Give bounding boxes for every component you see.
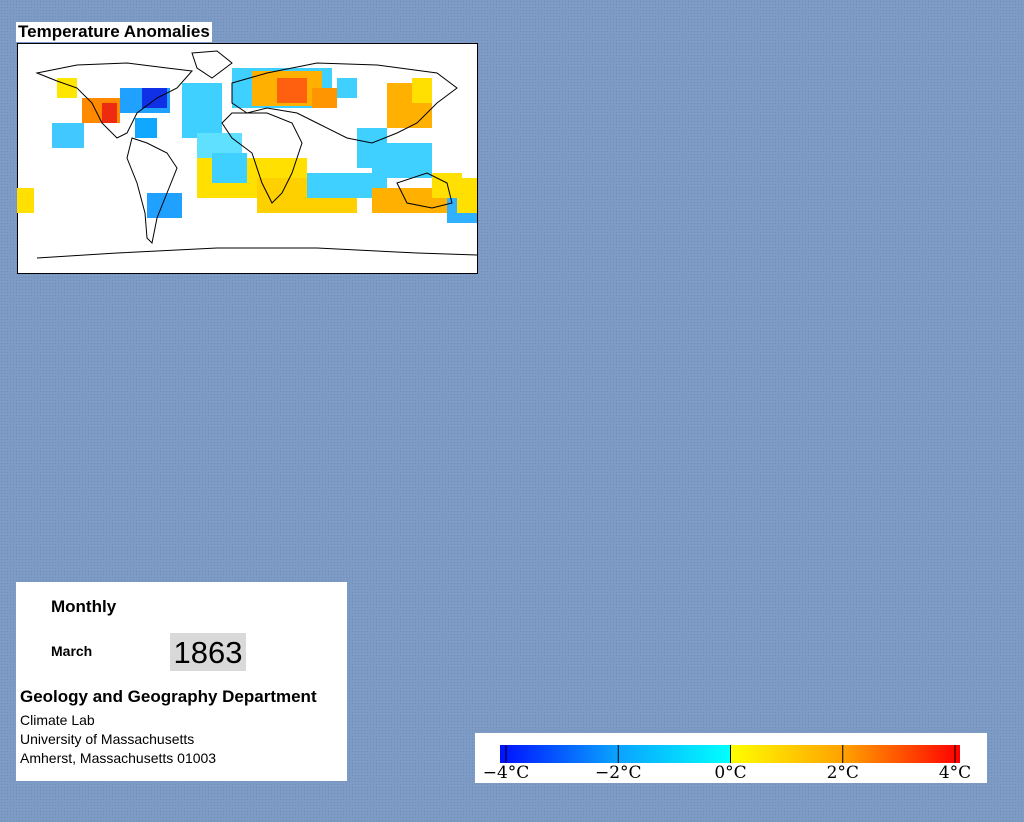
anomaly-cells: [17, 68, 477, 223]
year: 1863: [170, 633, 246, 671]
anomaly-map: [17, 43, 478, 274]
address-line: Climate Lab: [20, 712, 95, 728]
colorbar: −4°C −2°C 0°C 2°C 4°C: [475, 733, 987, 783]
info-panel: Monthly March 1863 Geology and Geography…: [16, 582, 347, 781]
colorbar-label: −2°C: [595, 763, 642, 783]
colorbar-label: −4°C: [483, 763, 530, 783]
month: March: [51, 643, 93, 659]
address-line: Amherst, Massachusetts 01003: [20, 750, 217, 766]
colorbar-label: 2°C: [827, 763, 859, 783]
colorbar-label: 4°C: [939, 763, 971, 783]
colorbar-label: 0°C: [714, 763, 746, 783]
period: Monthly: [51, 597, 117, 616]
address-line: University of Massachusetts: [20, 731, 195, 747]
coastlines: [35, 50, 478, 259]
map-title: Temperature Anomalies: [16, 22, 212, 42]
department: Geology and Geography Department: [20, 687, 317, 706]
